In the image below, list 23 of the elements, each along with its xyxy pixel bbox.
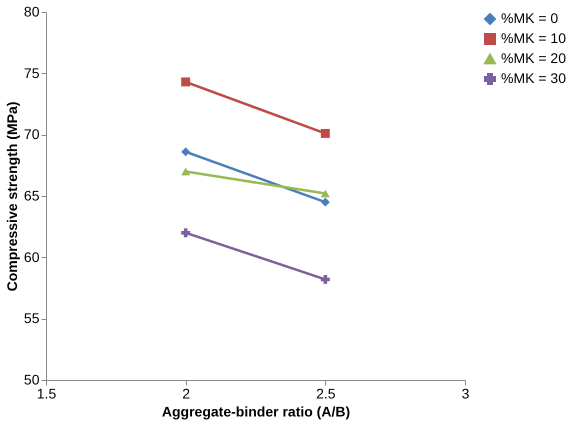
point	[181, 147, 190, 156]
point	[320, 128, 330, 138]
y-tick-label: 80	[24, 4, 40, 20]
legend-label: %MK = 0	[501, 10, 558, 26]
legend-label: %MK = 20	[501, 50, 566, 66]
y-axis-title: Compressive strength (MPa)	[4, 102, 20, 292]
y-tick-label: 65	[24, 188, 40, 204]
y-tick-label: 70	[24, 126, 40, 142]
y-tick-label: 60	[24, 248, 40, 265]
point	[320, 198, 330, 207]
y-tick-label: 50	[24, 372, 40, 388]
x-tick-label: 1.5	[36, 386, 56, 402]
legend-label: %MK = 10	[501, 30, 566, 46]
point	[181, 77, 190, 86]
y-tick-label: 55	[24, 310, 40, 326]
x-axis-title: Aggregate-binder ratio (A/B)	[162, 404, 350, 420]
legend-label: %MK = 30	[501, 70, 566, 86]
x-tick-label: 2	[182, 386, 190, 402]
point	[181, 228, 190, 238]
x-tick-label: 2.5	[316, 386, 336, 402]
point	[320, 274, 330, 284]
x-tick-label: 3	[462, 386, 470, 402]
y-tick-label: 75	[24, 64, 40, 81]
